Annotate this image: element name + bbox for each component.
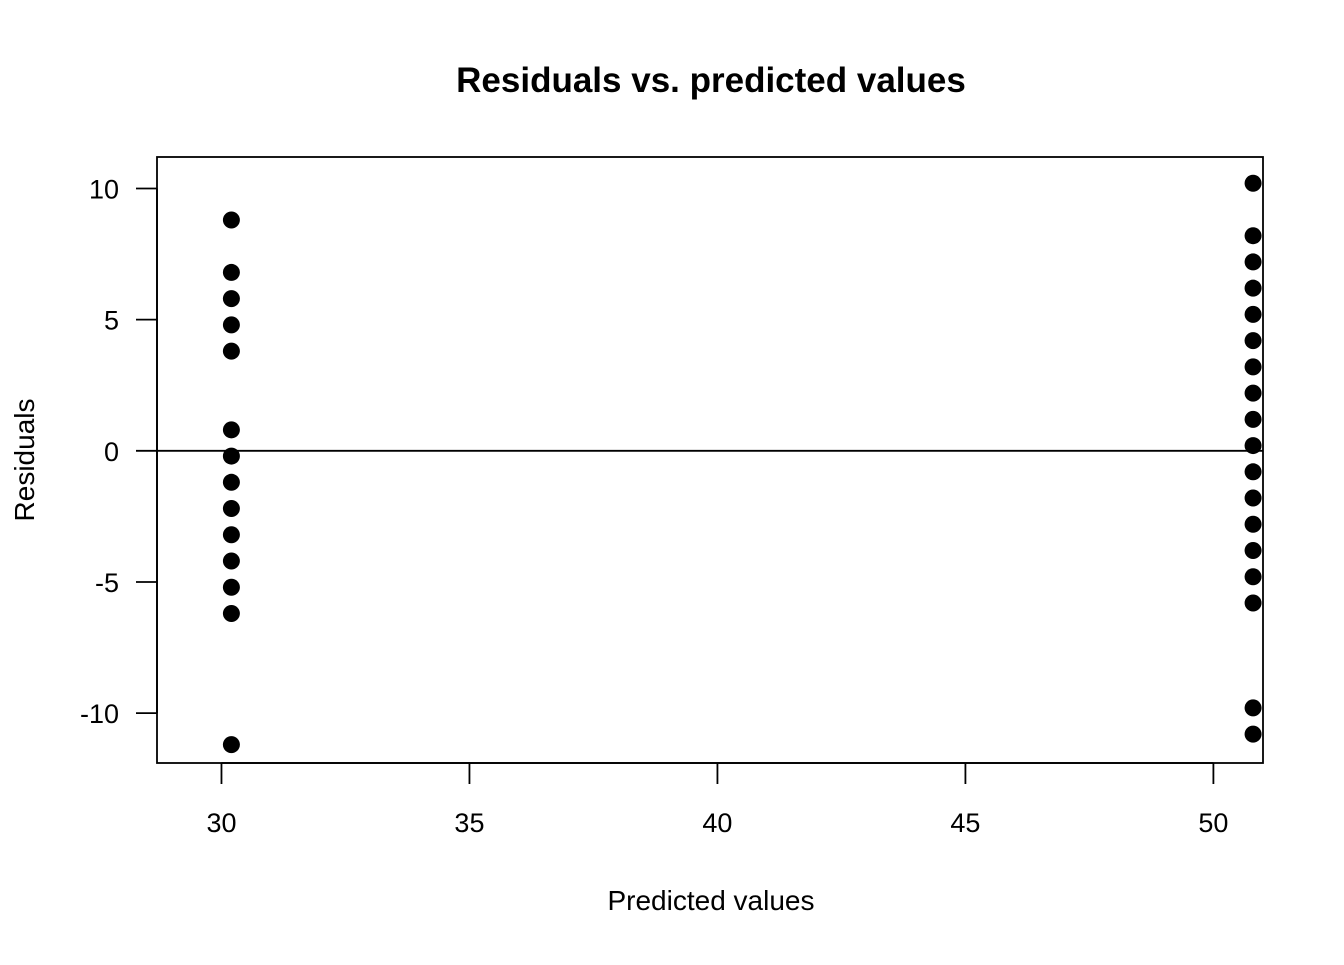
data-point <box>222 421 240 439</box>
y-tick-label: -5 <box>95 568 119 598</box>
data-point <box>1244 227 1262 245</box>
x-axis-label: Predicted values <box>607 885 814 916</box>
data-point <box>1244 437 1262 455</box>
data-point <box>222 316 240 334</box>
data-point <box>1244 542 1262 560</box>
plot-frame <box>156 156 1264 764</box>
data-point <box>1244 699 1262 717</box>
data-point <box>1244 489 1262 507</box>
data-point <box>222 500 240 518</box>
data-point <box>1244 594 1262 612</box>
x-axis: 30 35 40 45 50 <box>206 762 1228 838</box>
y-tick-label: 5 <box>104 306 119 336</box>
data-point <box>1244 384 1262 402</box>
data-point <box>1244 174 1262 192</box>
data-point <box>222 552 240 570</box>
data-point <box>1244 358 1262 376</box>
data-point <box>222 211 240 229</box>
points-group <box>222 174 1262 754</box>
y-tick-label: 0 <box>104 437 119 467</box>
x-tick-label: 35 <box>454 808 484 838</box>
data-point <box>222 263 240 281</box>
data-point <box>222 604 240 622</box>
x-tick-label: 30 <box>206 808 236 838</box>
y-tick-label: 10 <box>89 174 119 204</box>
data-point <box>1244 332 1262 350</box>
data-point <box>1244 515 1262 533</box>
data-point <box>1244 725 1262 743</box>
y-axis: -10 -5 0 5 10 <box>80 174 158 729</box>
data-point <box>1244 279 1262 297</box>
x-tick-label: 40 <box>702 808 732 838</box>
x-tick-label: 45 <box>950 808 980 838</box>
data-point <box>1244 410 1262 428</box>
data-point <box>1244 463 1262 481</box>
data-point <box>222 578 240 596</box>
data-point <box>222 290 240 308</box>
x-tick-label: 50 <box>1198 808 1228 838</box>
chart-title: Residuals vs. predicted values <box>456 61 966 100</box>
data-point <box>1244 305 1262 323</box>
data-point <box>222 342 240 360</box>
data-point <box>222 473 240 491</box>
data-point <box>222 526 240 544</box>
y-tick-label: -10 <box>80 699 119 729</box>
data-point <box>222 447 240 465</box>
y-axis-label: Residuals <box>9 399 40 522</box>
data-point <box>1244 568 1262 586</box>
data-point <box>222 736 240 754</box>
data-point <box>1244 253 1262 271</box>
